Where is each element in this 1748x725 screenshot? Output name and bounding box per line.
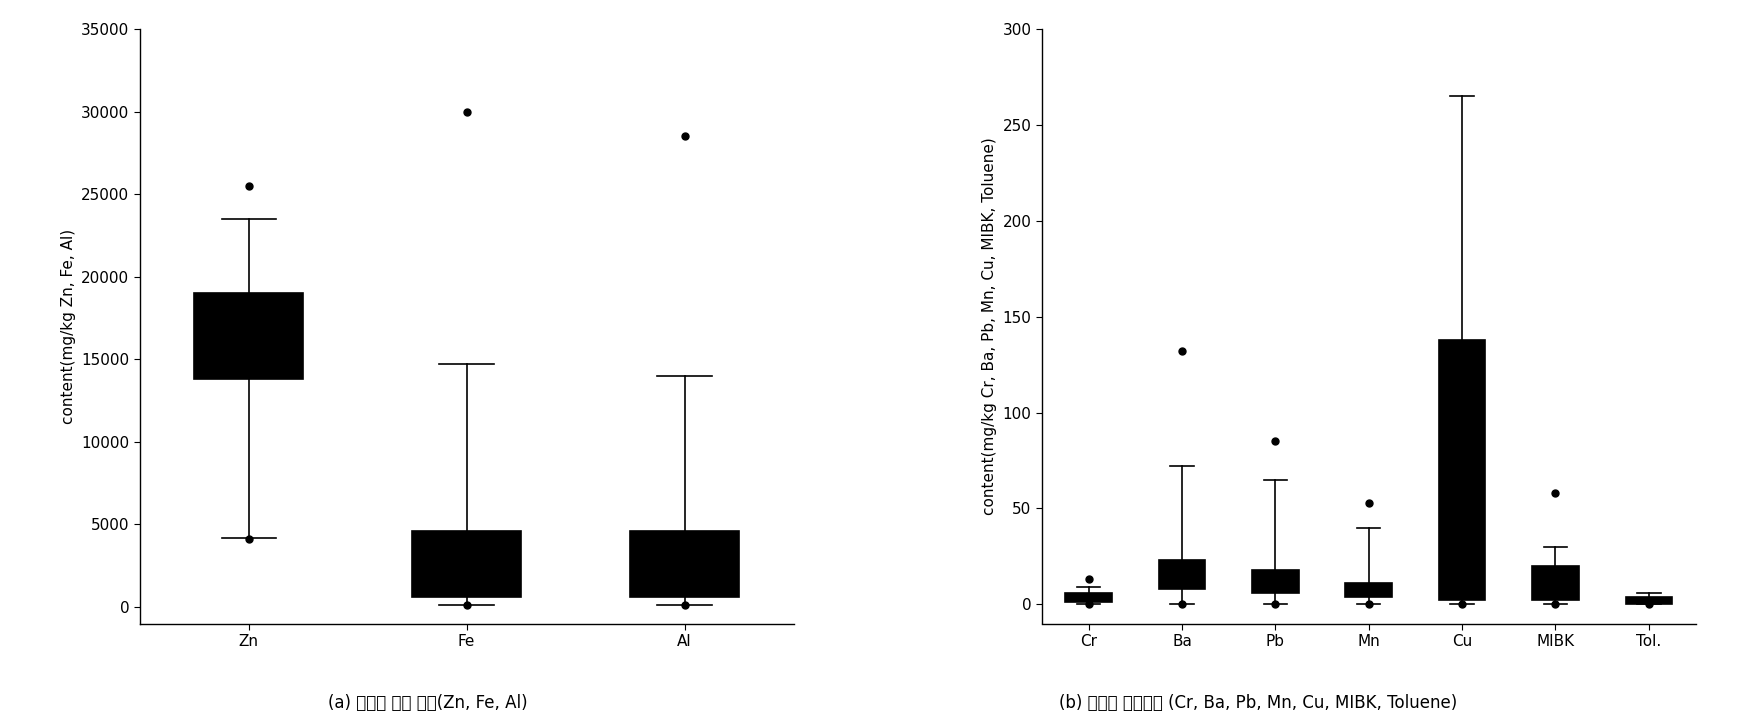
PathPatch shape bbox=[1159, 560, 1206, 589]
PathPatch shape bbox=[1065, 593, 1112, 602]
PathPatch shape bbox=[1533, 566, 1578, 600]
PathPatch shape bbox=[1252, 570, 1299, 593]
Y-axis label: content(mg/kg Zn, Fe, Al): content(mg/kg Zn, Fe, Al) bbox=[61, 228, 75, 424]
PathPatch shape bbox=[413, 531, 521, 597]
PathPatch shape bbox=[194, 293, 302, 379]
PathPatch shape bbox=[1626, 597, 1673, 605]
PathPatch shape bbox=[1346, 583, 1391, 597]
PathPatch shape bbox=[629, 531, 739, 597]
Y-axis label: content(mg/kg Cr, Ba, Pb, Mn, Cu, MIBK, Toluene): content(mg/kg Cr, Ba, Pb, Mn, Cu, MIBK, … bbox=[982, 137, 996, 515]
Text: (a) 고농도 검출 항목(Zn, Fe, Al): (a) 고농도 검출 항목(Zn, Fe, Al) bbox=[329, 695, 528, 712]
Text: (b) 저농도 검출항목 (Cr, Ba, Pb, Mn, Cu, MIBK, Toluene): (b) 저농도 검출항목 (Cr, Ba, Pb, Mn, Cu, MIBK, … bbox=[1059, 695, 1458, 712]
PathPatch shape bbox=[1439, 340, 1486, 600]
